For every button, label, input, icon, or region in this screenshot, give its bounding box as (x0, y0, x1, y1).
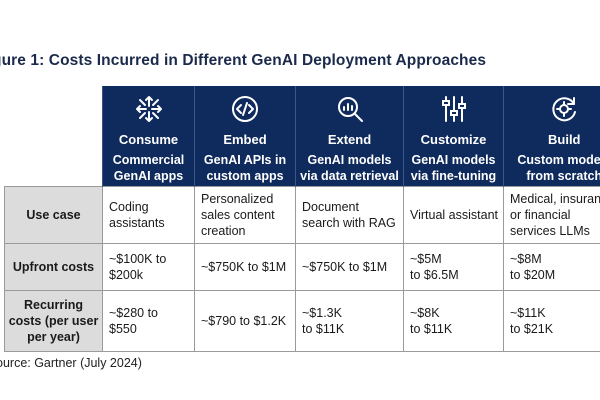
sliders-icon (406, 94, 501, 124)
header-build-name: Build (506, 132, 600, 147)
header-consume-sub1: Commercial (105, 152, 192, 168)
table-cell: ~$1.3K to $11K (296, 291, 404, 352)
table-cell: ~$750K to $1M (296, 244, 404, 291)
row-label-recurring-costs: Recurring costs (per user per year) (5, 291, 103, 352)
header-build-sub1: Custom models (506, 152, 600, 168)
header-consume: Consume Commercial GenAI apps (103, 86, 195, 187)
header-customize: Customize GenAI models via fine-tuning (404, 86, 504, 187)
header-extend-sub2: via data retrieval (298, 168, 401, 184)
header-customize-sub1: GenAI models (406, 152, 501, 168)
expand-arrows-icon (105, 94, 192, 124)
table-row-use-case: Use case Coding assistants Personalized sa… (5, 187, 600, 244)
table-cell: ~$100K to $200k (103, 244, 195, 291)
header-customize-sub2: via fine-tuning (406, 168, 501, 184)
header-embed-name: Embed (197, 132, 293, 147)
header-extend-sub1: GenAI models (298, 152, 401, 168)
header-embed-sub1: GenAI APIs in (197, 152, 293, 168)
header-embed-sub2: custom apps (197, 168, 293, 184)
header-customize-name: Customize (406, 132, 501, 147)
table-cell: Virtual assistant (404, 187, 504, 244)
gear-refresh-icon (506, 94, 600, 124)
corner-cell (5, 86, 103, 187)
header-row: Consume Commercial GenAI apps Embed GenA… (5, 86, 600, 187)
table-cell: ~$8M to $20M (504, 244, 600, 291)
header-build-sub2: from scratch (506, 168, 600, 184)
header-embed: Embed GenAI APIs in custom apps (195, 86, 296, 187)
table-cell: Document search with RAG (296, 187, 404, 244)
table-cell: ~$790 to $1.2K (195, 291, 296, 352)
source-note: ource: Gartner (July 2024) (0, 356, 142, 370)
row-label-use-case: Use case (5, 187, 103, 244)
table-cell: ~$750K to $1M (195, 244, 296, 291)
header-consume-sub2: GenAI apps (105, 168, 192, 184)
table-row-recurring-costs: Recurring costs (per user per year) ~$280 … (5, 291, 600, 352)
header-build: Build Custom models from scratch (504, 86, 600, 187)
table-cell: ~$11K to $21K (504, 291, 600, 352)
row-label-upfront-costs: Upfront costs (5, 244, 103, 291)
code-icon (197, 94, 293, 124)
table-cell: ~$8K to $11K (404, 291, 504, 352)
magnifier-chart-icon (298, 94, 401, 124)
table-cell: ~$280 to $550 (103, 291, 195, 352)
table-cell: ~$5M to $6.5M (404, 244, 504, 291)
header-consume-name: Consume (105, 132, 192, 147)
header-extend: Extend GenAI models via data retrieval (296, 86, 404, 187)
table-cell: Coding assistants (103, 187, 195, 244)
header-extend-name: Extend (298, 132, 401, 147)
table-cell: Personalized sales content creation (195, 187, 296, 244)
cost-table: Consume Commercial GenAI apps Embed GenA… (4, 86, 600, 352)
table-row-upfront-costs: Upfront costs ~$100K to $200k ~$750K to $… (5, 244, 600, 291)
figure-title: gure 1: Costs Incurred in Different GenA… (0, 52, 486, 70)
